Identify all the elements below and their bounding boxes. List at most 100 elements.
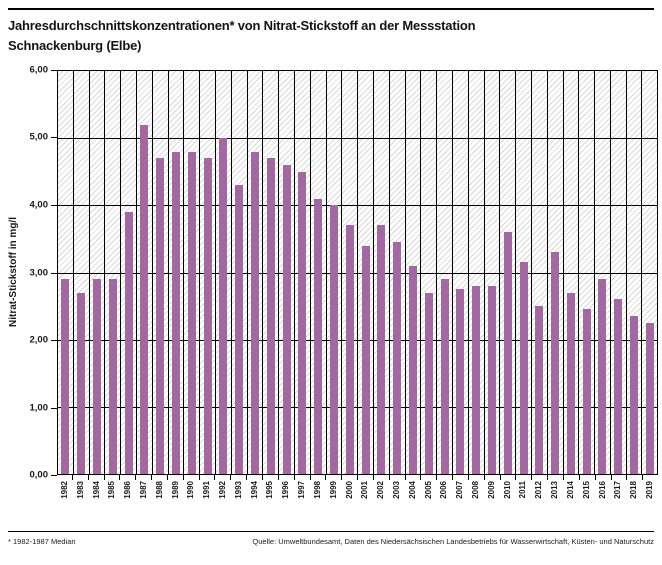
x-tick-cell [612, 475, 628, 480]
x-tick-cell [485, 475, 501, 480]
x-label-cell: 2003 [389, 481, 405, 511]
x-label-cell: 2006 [437, 481, 453, 511]
x-label-cell: 1988 [152, 481, 168, 511]
year-label: 1996 [281, 481, 291, 499]
top-divider [8, 8, 654, 10]
bar-1989 [171, 151, 180, 474]
x-label-cell: 1997 [294, 481, 310, 511]
bar-2010 [503, 232, 512, 474]
x-tick-cell [215, 475, 232, 480]
year-label: 2017 [613, 481, 623, 499]
y-tick-mark [51, 407, 57, 409]
year-label: 2019 [644, 481, 654, 499]
bar-2001 [361, 245, 370, 474]
y-tick-label: 2,00 [29, 334, 49, 346]
x-label-cell: 1990 [184, 481, 200, 511]
h-gridline [58, 339, 657, 341]
x-tick-cell [57, 475, 73, 480]
x-tick-cell [168, 475, 184, 480]
y-tick-label: 5,00 [29, 131, 49, 143]
x-tick-cell [580, 475, 596, 480]
x-label-cell: 1993 [231, 481, 247, 511]
bar-2014 [566, 292, 575, 474]
x-label-cell: 2009 [484, 481, 500, 511]
x-label-cell: 2007 [452, 481, 468, 511]
x-label-cell: 2012 [531, 481, 547, 511]
bar-1995 [266, 158, 275, 474]
bar-2019 [645, 322, 654, 474]
x-label-cell: 1992 [215, 481, 231, 511]
x-label-cell: 2016 [595, 481, 611, 511]
year-label: 1998 [312, 481, 322, 499]
x-label-cell: 2000 [342, 481, 358, 511]
bar-1991 [203, 158, 212, 474]
year-label: 1984 [91, 481, 101, 499]
x-label-cell: 2019 [642, 481, 658, 511]
bar-1998 [314, 198, 323, 474]
year-label: 1985 [107, 481, 117, 499]
x-label-cell: 2008 [468, 481, 484, 511]
bar-2011 [519, 262, 528, 474]
year-label: 2011 [518, 481, 528, 499]
x-label-cell: 2010 [500, 481, 516, 511]
year-label: 2000 [344, 481, 354, 499]
x-tick-cell [453, 475, 469, 480]
source-credit: Quelle: Umweltbundesamt, Daten des Niede… [252, 537, 654, 546]
year-label: 2006 [439, 481, 449, 499]
x-tick-cell [516, 475, 533, 480]
year-label: 2001 [360, 481, 370, 499]
x-tick-cell [532, 475, 549, 480]
x-label-cell: 1991 [199, 481, 215, 511]
year-label: 1993 [233, 481, 243, 499]
h-gridline [58, 406, 657, 408]
x-tick-cell [437, 475, 454, 480]
x-tick-cell [627, 475, 644, 480]
x-tick-cell [89, 475, 105, 480]
x-tick-cell [231, 475, 248, 480]
chart-title-line1: Jahresdurchschnittskonzentrationen* von … [8, 18, 476, 33]
x-tick-cell [358, 475, 374, 480]
year-label: 1999 [328, 481, 338, 499]
bar-1997 [298, 171, 307, 474]
bar-1990 [187, 151, 196, 474]
year-label: 1990 [186, 481, 196, 499]
x-tick-cell [311, 475, 327, 480]
bar-1988 [156, 158, 165, 474]
x-tick-cell [184, 475, 200, 480]
y-tick-label: 4,00 [29, 199, 49, 211]
x-tick-cell [200, 475, 216, 480]
year-label: 2013 [550, 481, 560, 499]
bar-2009 [487, 285, 496, 474]
bar-1984 [92, 279, 101, 474]
bar-1983 [77, 292, 86, 474]
x-tick-cell [279, 475, 295, 480]
year-label: 2003 [391, 481, 401, 499]
bar-2004 [408, 265, 417, 474]
year-label: 2002 [376, 481, 386, 499]
x-tick-marks [57, 475, 658, 480]
x-tick-cell [120, 475, 137, 480]
y-tick-label: 6,00 [29, 64, 49, 76]
bottom-divider [8, 531, 654, 532]
year-label: 2010 [502, 481, 512, 499]
x-tick-cell [421, 475, 438, 480]
bar-2002 [377, 225, 386, 474]
x-label-cell: 1983 [73, 481, 89, 511]
year-label: 1995 [265, 481, 275, 499]
x-tick-cell [105, 475, 121, 480]
x-label-cell: 1994 [247, 481, 263, 511]
bar-2012 [535, 306, 544, 474]
x-tick-cell [295, 475, 311, 480]
year-label: 1983 [75, 481, 85, 499]
x-tick-cell [390, 475, 406, 480]
bar-2016 [598, 279, 607, 474]
year-label: 1989 [170, 481, 180, 499]
x-label-cell: 2018 [626, 481, 642, 511]
y-tick-mark [51, 272, 57, 274]
x-label-cell: 1986 [120, 481, 136, 511]
year-label: 1987 [138, 481, 148, 499]
year-label: 2016 [597, 481, 607, 499]
x-label-cell: 1987 [136, 481, 152, 511]
year-label: 2007 [455, 481, 465, 499]
y-tick-mark [51, 70, 57, 71]
